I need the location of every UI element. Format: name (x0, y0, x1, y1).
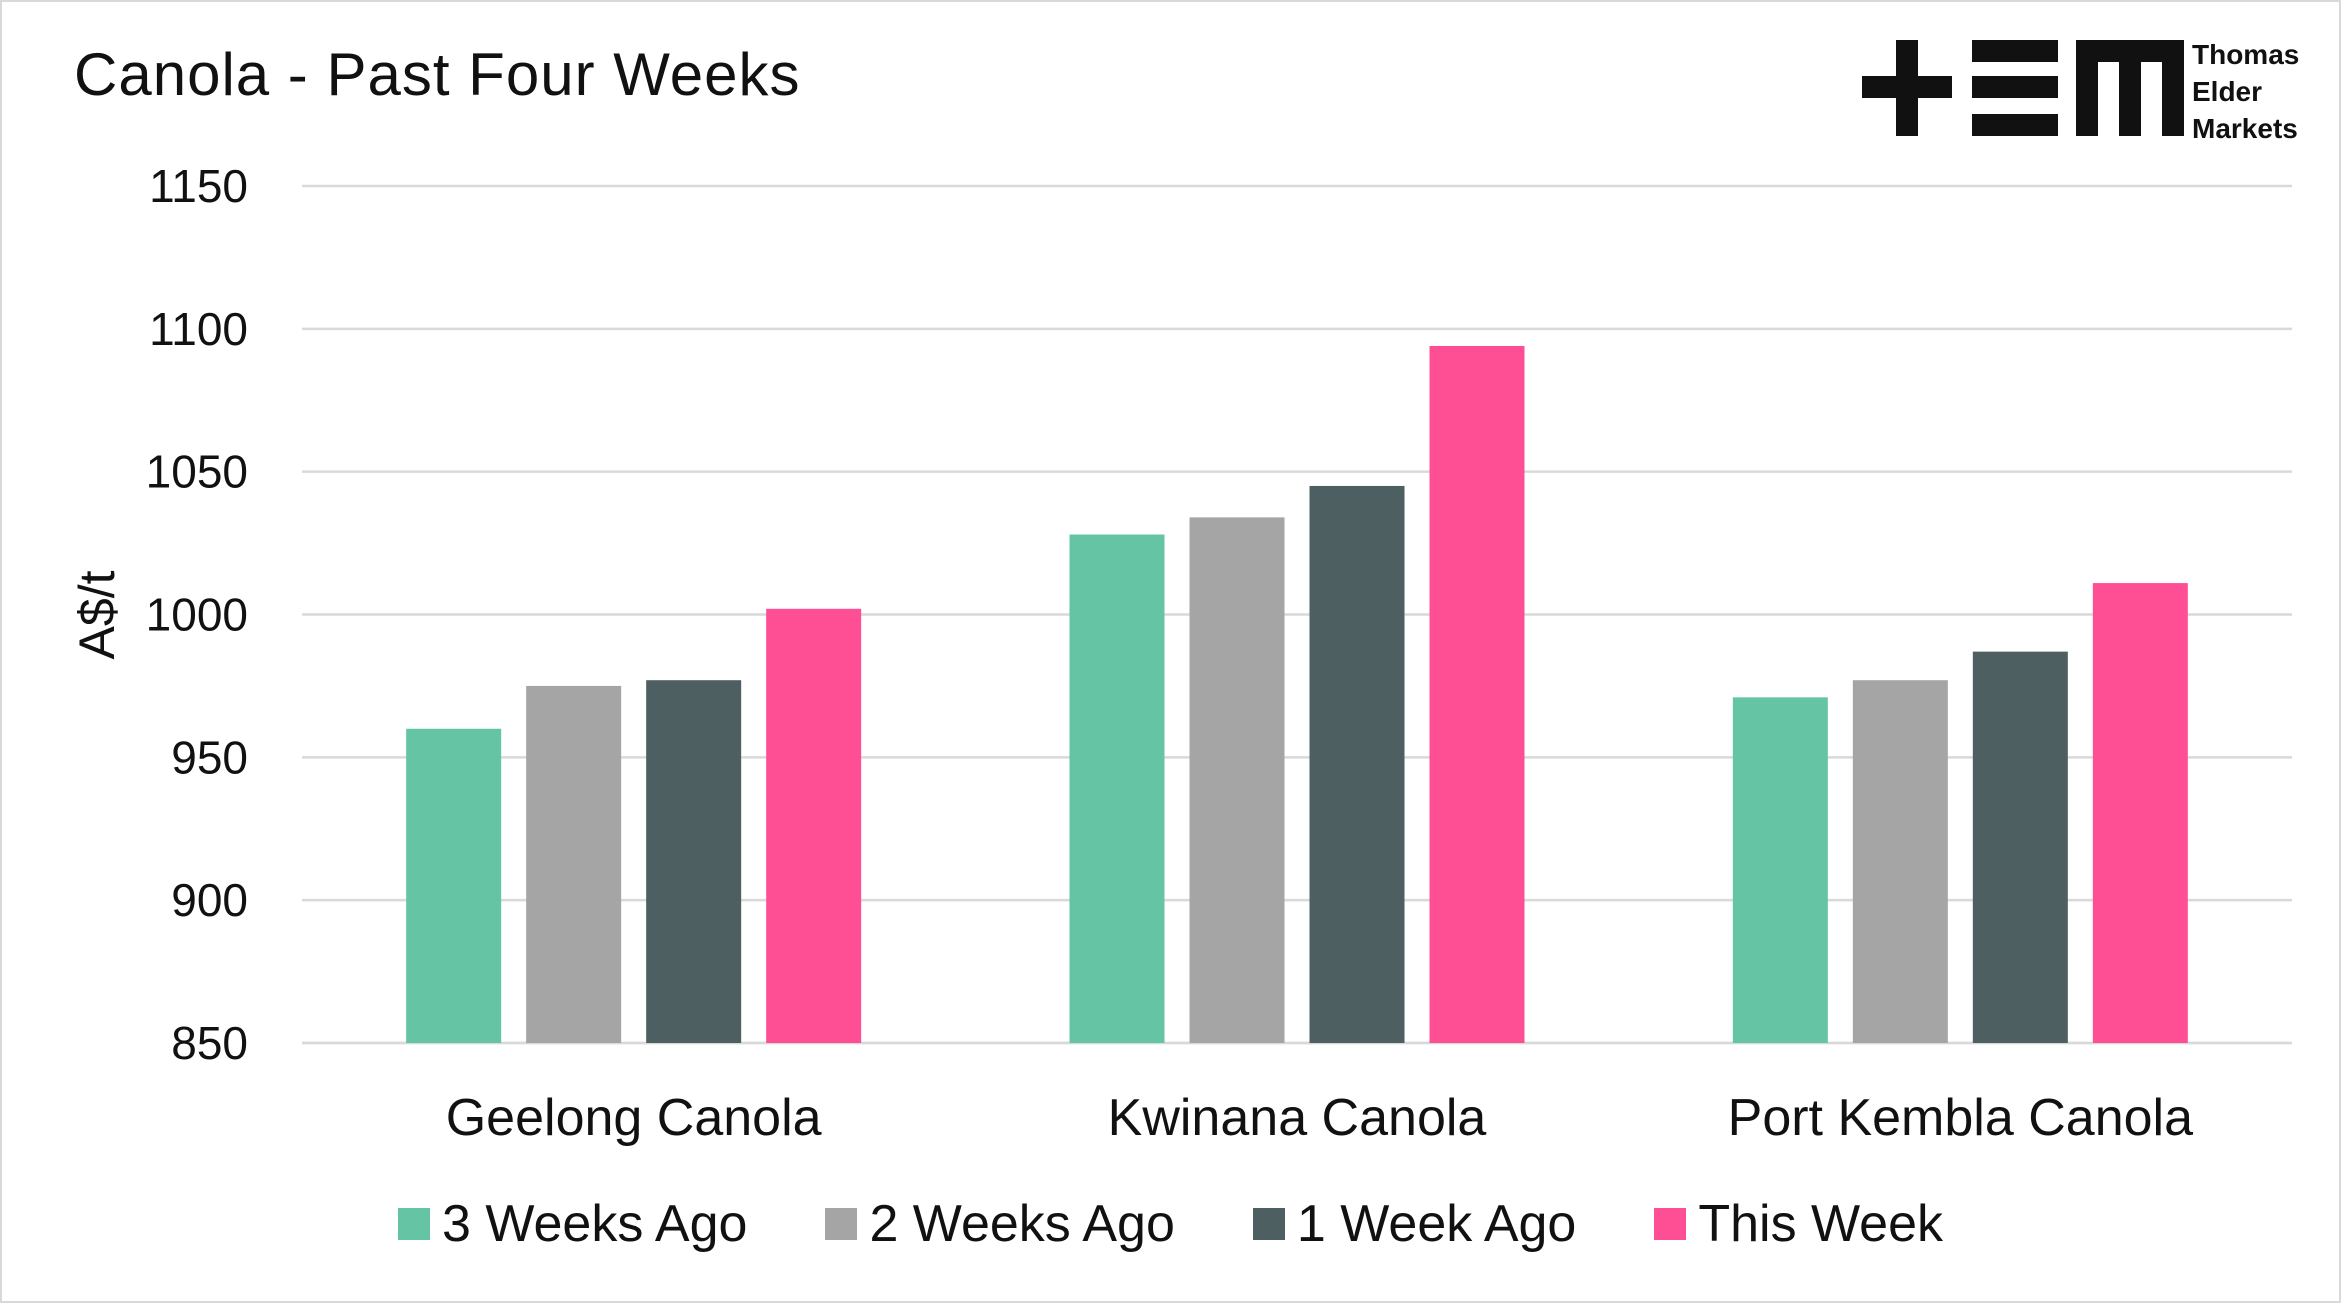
legend-label: 3 Weeks Ago (441, 1195, 748, 1253)
category-label: Kwinana Canola (1108, 1089, 1487, 1147)
chart-title: Canola - Past Four Weeks (74, 41, 801, 108)
bar-2-weeks-ago-kwinana-canola (1189, 517, 1285, 1043)
y-tick-label: 950 (171, 731, 248, 783)
legend-item: 3 Weeks Ago (397, 1194, 748, 1254)
category-label: Port Kembla Canola (1728, 1089, 2193, 1147)
y-tick-labels: 850 900 950 1000 1050 1100 1150 (146, 160, 248, 1069)
bar-2-weeks-ago-geelong-canola (526, 685, 622, 1043)
legend: 3 Weeks Ago 2 Weeks Ago 1 Week Ago This Wee… (2, 1194, 2339, 1254)
bar-1-week-ago-port-kembla-canola (1972, 651, 2068, 1043)
logo-line-1: Thomas (2192, 39, 2300, 70)
bar-3-weeks-ago-geelong-canola (406, 728, 502, 1043)
gridlines (302, 184, 2292, 1045)
legend-label: 2 Weeks Ago (869, 1195, 1175, 1253)
legend-item: This Week (1654, 1194, 1943, 1254)
category-label: Geelong Canola (446, 1089, 822, 1147)
category-labels: Geelong Canola Kwinana Canola Port Kembla … (446, 1089, 2193, 1147)
bar-2-weeks-ago-port-kembla-canola (1852, 680, 1948, 1043)
bar-1-week-ago-geelong-canola (646, 680, 742, 1043)
bar-3-weeks-ago-kwinana-canola (1069, 534, 1165, 1043)
bar-this-week-geelong-canola (766, 608, 862, 1043)
y-tick-label: 850 (171, 1017, 248, 1069)
y-tick-label: 1050 (146, 446, 248, 498)
y-tick-label: 1150 (149, 160, 248, 212)
bar-1-week-ago-kwinana-canola (1309, 485, 1405, 1043)
y-tick-label: 1000 (146, 589, 248, 641)
y-tick-label: 1100 (149, 303, 248, 355)
legend-swatch (397, 1208, 430, 1240)
legend-swatch (825, 1208, 858, 1240)
y-axis-title: A$/t (69, 570, 125, 659)
bar-this-week-port-kembla-canola (2092, 583, 2188, 1043)
bars (406, 345, 2188, 1043)
logo-line-3: Markets (2192, 113, 2298, 144)
logo-line-2: Elder (2192, 76, 2263, 107)
legend-item: 1 Week Ago (1252, 1194, 1577, 1254)
logo-text: Thomas Elder Markets (2192, 36, 2299, 147)
legend-item: 2 Weeks Ago (825, 1194, 1175, 1254)
bar-3-weeks-ago-port-kembla-canola (1732, 697, 1828, 1043)
legend-swatch (1252, 1208, 1285, 1240)
y-tick-label: 900 (171, 874, 248, 926)
legend-label: 1 Week Ago (1296, 1195, 1577, 1253)
bar-this-week-kwinana-canola (1429, 345, 1525, 1043)
tem-logo-icon (1862, 40, 2184, 136)
legend-label: This Week (1698, 1195, 1944, 1253)
legend-swatch (1654, 1208, 1687, 1240)
